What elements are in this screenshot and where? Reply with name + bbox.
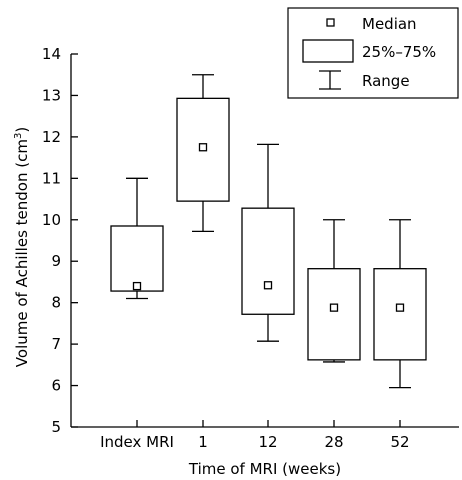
y-tick-label: 7 [51,335,61,353]
y-tick-label: 12 [42,128,61,146]
median-marker [329,303,339,312]
iqr-box [373,268,427,361]
x-tick-label: 52 [390,433,409,451]
y-axis: 5 6 7 8 9 10 11 12 13 14 [42,45,78,436]
y-tick-label: 6 [51,377,61,395]
median-marker [263,281,273,290]
iqr-box [110,225,164,292]
box-group [307,219,361,363]
iqr-box [307,268,361,361]
y-tick-label: 9 [51,252,61,270]
median-marker [395,303,405,312]
y-tick-label: 10 [42,211,61,229]
y-tick-label: 14 [42,45,61,63]
x-axis: Index MRI 1 12 28 52 [100,420,410,451]
x-axis-title: Time of MRI (weeks) [188,460,341,478]
y-axis-title-main: Volume of Achilles tendon (cm [13,139,31,367]
legend: Median 25%–75% Range [287,7,459,99]
iqr-box [241,207,295,315]
y-axis-title-close: ) [13,127,31,133]
box-group [241,143,295,342]
legend-median-label: Median [362,15,417,33]
plot-area [70,54,459,428]
box-group [176,74,230,233]
y-axis-title: Volume of Achilles tendon (cm3) [13,127,31,367]
legend-iqr-label: 25%–75% [362,43,436,61]
median-marker [132,281,142,291]
x-tick-label: 1 [198,433,208,451]
y-tick-label: 11 [42,169,61,187]
legend-median-marker [326,18,335,27]
x-tick-label: 12 [258,433,277,451]
boxes-layer [110,74,427,389]
box-group [373,219,427,389]
x-tick-label: 28 [324,433,343,451]
y-axis-title-superscript: 3 [13,133,24,139]
legend-iqr-box [302,39,354,63]
box-group [110,177,164,300]
x-tick-label: Index MRI [100,433,174,451]
median-marker [198,143,208,152]
y-tick-label: 13 [42,86,61,104]
y-tick-label: 8 [51,294,61,312]
legend-range-icon [319,70,341,90]
y-tick-label: 5 [51,418,61,436]
legend-range-label: Range [362,72,410,90]
